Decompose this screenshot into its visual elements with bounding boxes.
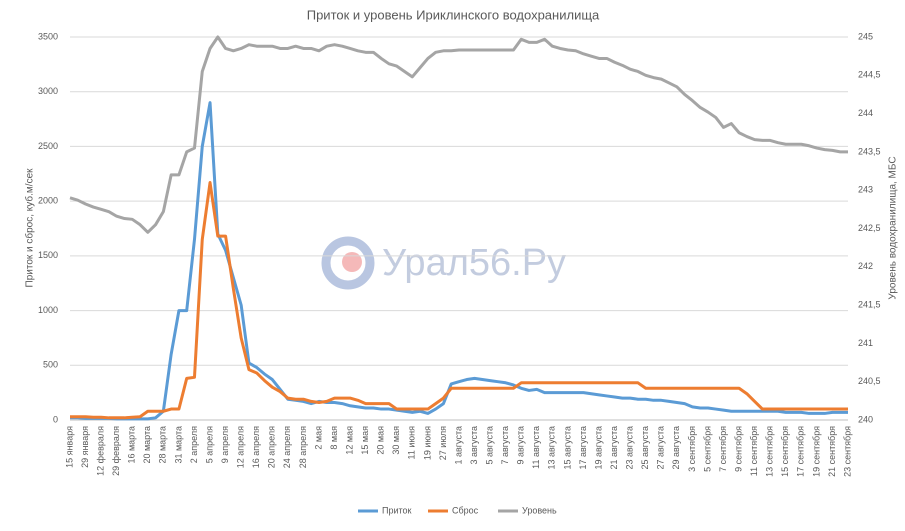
x-tick-label: 28 апреля: [298, 426, 308, 468]
x-tick-label: 11 июня: [407, 426, 417, 460]
x-tick-label: 23 сентября: [842, 426, 852, 477]
x-tick-label: 20 мая: [376, 426, 386, 455]
x-tick-label: 5 сентября: [702, 426, 712, 472]
y-tick-label: 3500: [38, 31, 58, 41]
x-tick-label: 19 августа: [593, 426, 603, 470]
x-tick-label: 7 сентября: [718, 426, 728, 472]
x-tick-label: 13 августа: [547, 426, 557, 470]
legend-label: Сброс: [452, 505, 479, 515]
x-tick-label: 7 августа: [500, 426, 510, 465]
watermark: Урал56.Ру: [382, 242, 566, 284]
x-tick-label: 29 января: [80, 426, 90, 468]
x-tick-label: 2 апреля: [189, 426, 199, 463]
x-tick-label: 20 марта: [142, 426, 152, 464]
x-tick-label: 17 августа: [578, 426, 588, 470]
x-tick-label: 29 августа: [671, 426, 681, 470]
x-tick-label: 23 августа: [625, 426, 635, 470]
x-tick-label: 12 мая: [344, 426, 354, 455]
x-tick-label: 15 августа: [562, 426, 572, 470]
x-tick-label: 15 сентября: [780, 426, 790, 477]
y2-tick-label: 241: [858, 338, 873, 348]
y2-tick-label: 243,5: [858, 146, 881, 156]
x-tick-label: 27 августа: [656, 426, 666, 470]
x-tick-label: 30 мая: [391, 426, 401, 455]
x-tick-label: 1 августа: [453, 426, 463, 465]
x-tick-label: 28 марта: [158, 426, 168, 464]
y2-tick-label: 245: [858, 31, 873, 41]
x-tick-label: 24 апреля: [282, 426, 292, 468]
y2-tick-label: 240: [858, 414, 873, 424]
x-tick-label: 3 сентября: [687, 426, 697, 472]
x-tick-label: 5 августа: [484, 426, 494, 465]
x-tick-label: 8 мая: [329, 426, 339, 450]
x-tick-label: 25 августа: [640, 426, 650, 470]
x-tick-label: 21 августа: [609, 426, 619, 470]
y-axis-title: Приток и сброс, куб.м/сек: [24, 168, 36, 288]
watermark-logo-dot: [342, 252, 362, 272]
x-tick-label: 5 апреля: [204, 426, 214, 463]
y-tick-label: 0: [53, 414, 58, 424]
y-tick-label: 3000: [38, 86, 58, 96]
series-line: [70, 101, 848, 421]
x-tick-label: 27 июля: [438, 426, 448, 460]
x-tick-label: 16 апреля: [251, 426, 261, 468]
y-tick-label: 1000: [38, 305, 58, 315]
legend-label: Приток: [382, 505, 412, 515]
x-tick-label: 2 мая: [313, 426, 323, 450]
series-line: [69, 35, 848, 234]
series-line: [70, 181, 848, 420]
y-tick-label: 2500: [38, 141, 58, 151]
y2-axis-title: Уровень водохранилища, МБС: [888, 156, 899, 299]
x-tick-label: 15 мая: [360, 426, 370, 455]
x-tick-label: 11 сентября: [749, 426, 759, 476]
y2-tick-label: 243: [858, 185, 873, 195]
x-tick-label: 29 февраля: [111, 426, 121, 476]
y-tick-label: 500: [43, 360, 58, 370]
y-tick-label: 2000: [38, 196, 58, 206]
x-tick-label: 12 апреля: [236, 426, 246, 468]
chart-title: Приток и уровень Ириклинского водохранил…: [307, 7, 600, 22]
x-tick-label: 9 августа: [516, 426, 526, 465]
x-tick-label: 16 марта: [127, 426, 137, 464]
x-tick-label: 19 сентября: [811, 426, 821, 477]
x-tick-label: 15 января: [64, 426, 74, 468]
y2-tick-label: 241,5: [858, 299, 881, 309]
x-tick-label: 9 апреля: [220, 426, 230, 463]
x-tick-label: 20 апреля: [267, 426, 277, 468]
x-tick-label: 21 сентября: [827, 426, 837, 477]
x-tick-label: 9 сентября: [733, 426, 743, 472]
x-tick-label: 11 августа: [531, 426, 541, 469]
x-tick-label: 31 марта: [173, 426, 183, 464]
y-tick-label: 1500: [38, 250, 58, 260]
x-tick-label: 13 сентября: [765, 426, 775, 477]
y2-tick-label: 244,5: [858, 70, 881, 80]
y2-tick-label: 240,5: [858, 376, 881, 386]
x-tick-label: 19 июня: [422, 426, 432, 460]
y2-tick-label: 242,5: [858, 223, 881, 233]
y2-tick-label: 244: [858, 108, 873, 118]
y2-tick-label: 242: [858, 261, 873, 271]
legend-label: Уровень: [522, 505, 557, 515]
x-tick-label: 17 сентября: [796, 426, 806, 477]
x-tick-label: 12 февраля: [95, 426, 105, 476]
watermark-logo: [321, 236, 375, 290]
x-tick-label: 3 августа: [469, 426, 479, 465]
